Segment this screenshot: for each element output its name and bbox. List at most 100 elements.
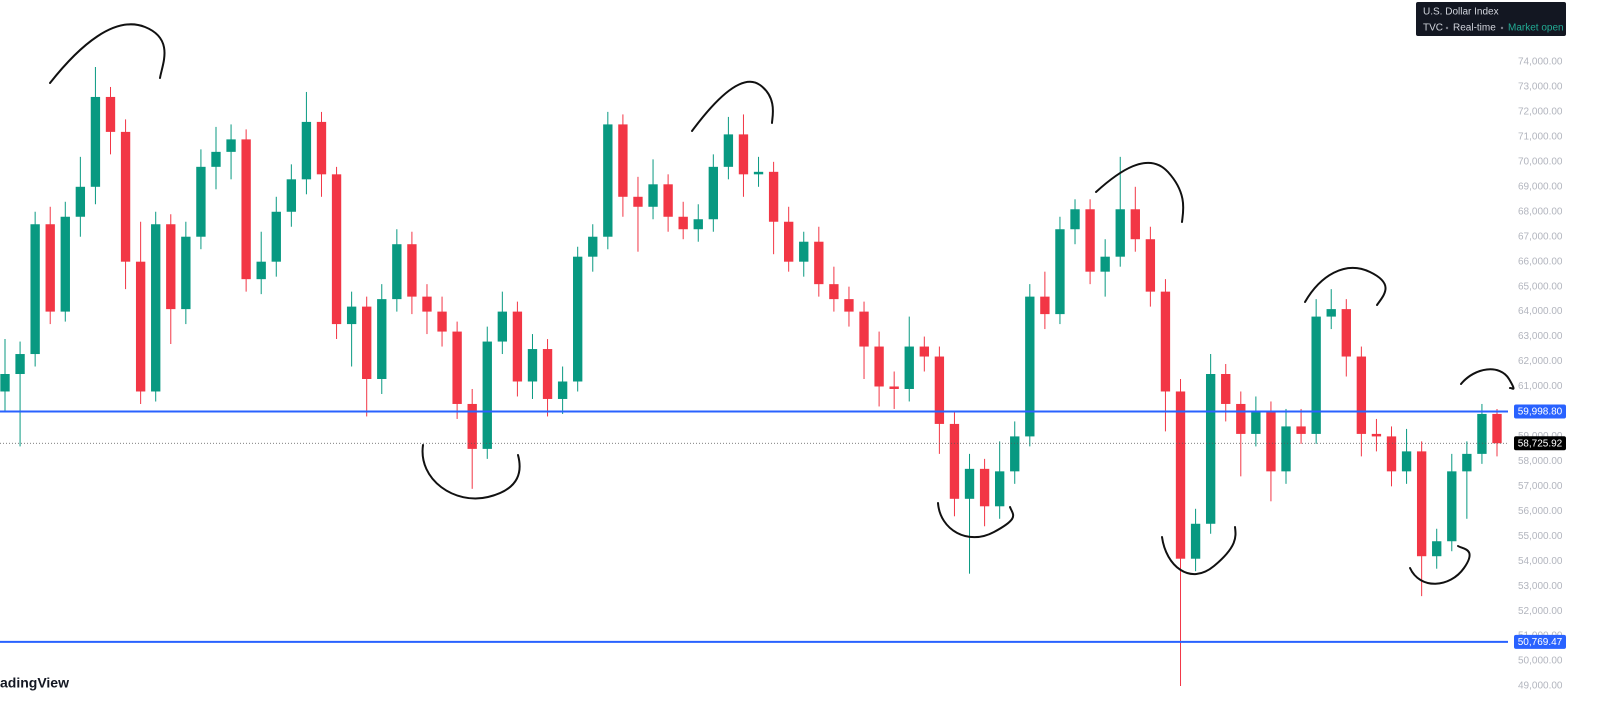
candle-body bbox=[0, 374, 10, 392]
separator-dot bbox=[1500, 26, 1504, 30]
market-status: Market open bbox=[1508, 23, 1564, 34]
y-tick-label: 53,000.00 bbox=[1518, 581, 1563, 592]
annotation-arc bbox=[937, 502, 1015, 539]
candle-body bbox=[346, 306, 357, 325]
candle-body bbox=[1492, 413, 1502, 444]
y-tick-label: 57,000.00 bbox=[1518, 481, 1563, 492]
y-tick-label: 71,000.00 bbox=[1518, 132, 1563, 143]
y-tick-label: 70,000.00 bbox=[1518, 156, 1563, 167]
candle-body bbox=[1100, 256, 1110, 272]
candle-body bbox=[166, 224, 176, 310]
candle-body bbox=[1070, 209, 1080, 230]
candle-body bbox=[934, 356, 945, 424]
candle-body bbox=[1477, 413, 1487, 454]
candle-body bbox=[301, 121, 312, 180]
candle-body bbox=[211, 151, 221, 167]
candle-body bbox=[1296, 426, 1306, 434]
candle-body bbox=[1462, 453, 1472, 472]
logo: adingView bbox=[0, 675, 69, 691]
candle-body bbox=[1055, 229, 1065, 315]
candle-body bbox=[437, 311, 447, 332]
y-tick-label: 67,000.00 bbox=[1518, 231, 1563, 242]
candle-body bbox=[226, 139, 236, 152]
symbol-name: U.S. Dollar Index bbox=[1423, 7, 1499, 18]
candle-body bbox=[1371, 433, 1382, 437]
candle-body bbox=[889, 386, 899, 389]
candle-body bbox=[241, 139, 251, 280]
exchange: TVC bbox=[1423, 23, 1443, 34]
y-tick-label: 49,000.00 bbox=[1518, 681, 1563, 692]
candle-body bbox=[316, 121, 327, 175]
y-tick-label: 58,000.00 bbox=[1518, 456, 1563, 467]
level-label: 50,769.47 bbox=[1518, 637, 1563, 648]
candle-body bbox=[1447, 471, 1457, 542]
candle-body bbox=[964, 468, 975, 499]
y-tick-label: 63,000.00 bbox=[1518, 331, 1563, 342]
candle-body bbox=[874, 346, 884, 387]
candle-body bbox=[75, 186, 86, 217]
y-tick-label: 54,000.00 bbox=[1518, 556, 1563, 567]
candle-body bbox=[120, 131, 131, 262]
header-box bbox=[1416, 2, 1566, 36]
candle-body bbox=[467, 403, 477, 449]
candle-body bbox=[482, 341, 492, 449]
candle-body bbox=[1266, 411, 1276, 472]
candle-body bbox=[181, 236, 191, 310]
annotation-arc bbox=[49, 23, 166, 84]
y-tick-label: 69,000.00 bbox=[1518, 181, 1563, 192]
candle-body bbox=[135, 261, 146, 392]
annotation-arc bbox=[1304, 267, 1387, 306]
annotation-arc bbox=[1409, 545, 1471, 585]
candle-body bbox=[331, 174, 342, 325]
candle-body bbox=[949, 423, 960, 499]
hand-drawn-annotations bbox=[49, 23, 1515, 585]
candle-body bbox=[1221, 374, 1231, 404]
candle-body bbox=[1356, 356, 1367, 434]
y-tick-label: 55,000.00 bbox=[1518, 531, 1563, 542]
candle-body bbox=[377, 299, 387, 379]
y-tick-label: 74,000.00 bbox=[1518, 57, 1563, 68]
candle-body bbox=[1160, 291, 1171, 392]
y-tick-label: 50,000.00 bbox=[1518, 656, 1563, 667]
candle-body bbox=[557, 381, 568, 399]
candle-body bbox=[618, 124, 628, 197]
candle-body bbox=[151, 224, 161, 392]
candle-body bbox=[45, 224, 55, 312]
level-label-box bbox=[1514, 404, 1566, 419]
candle-body bbox=[527, 349, 538, 382]
separator-dot bbox=[1445, 26, 1449, 30]
candle-body bbox=[1025, 296, 1035, 437]
candle-body bbox=[753, 171, 764, 175]
candle-body bbox=[663, 184, 673, 217]
annotation-arc bbox=[1460, 368, 1515, 390]
y-tick-label: 64,000.00 bbox=[1518, 306, 1563, 317]
candle-body bbox=[1236, 403, 1246, 434]
candle-body bbox=[1251, 411, 1261, 434]
candle-body bbox=[1130, 209, 1140, 240]
candle-body bbox=[588, 236, 598, 257]
annotation-arc bbox=[1161, 526, 1237, 576]
candle-body bbox=[422, 296, 432, 312]
y-tick-label: 66,000.00 bbox=[1518, 256, 1563, 267]
candle-body bbox=[256, 261, 266, 280]
candle-body bbox=[1432, 541, 1442, 557]
candle-body bbox=[542, 349, 553, 399]
candle-body bbox=[603, 124, 613, 237]
annotation-arc bbox=[1095, 161, 1185, 223]
y-tick-label: 68,000.00 bbox=[1518, 206, 1563, 217]
candle-body bbox=[60, 216, 70, 312]
candle-body bbox=[994, 471, 1005, 507]
candle-body bbox=[452, 331, 462, 404]
candle-body bbox=[271, 211, 281, 262]
candle-body bbox=[362, 306, 372, 379]
candle-body bbox=[15, 354, 25, 375]
candle-body bbox=[1115, 209, 1125, 257]
candle-body bbox=[1190, 523, 1201, 559]
symbol-header: U.S. Dollar Index TVC Real-time Market o… bbox=[1416, 2, 1566, 36]
y-tick-label: 56,000.00 bbox=[1518, 506, 1563, 517]
candle-body bbox=[196, 166, 206, 237]
candle-body bbox=[407, 244, 417, 297]
candle-body bbox=[1416, 451, 1427, 557]
candle-body bbox=[648, 184, 658, 207]
